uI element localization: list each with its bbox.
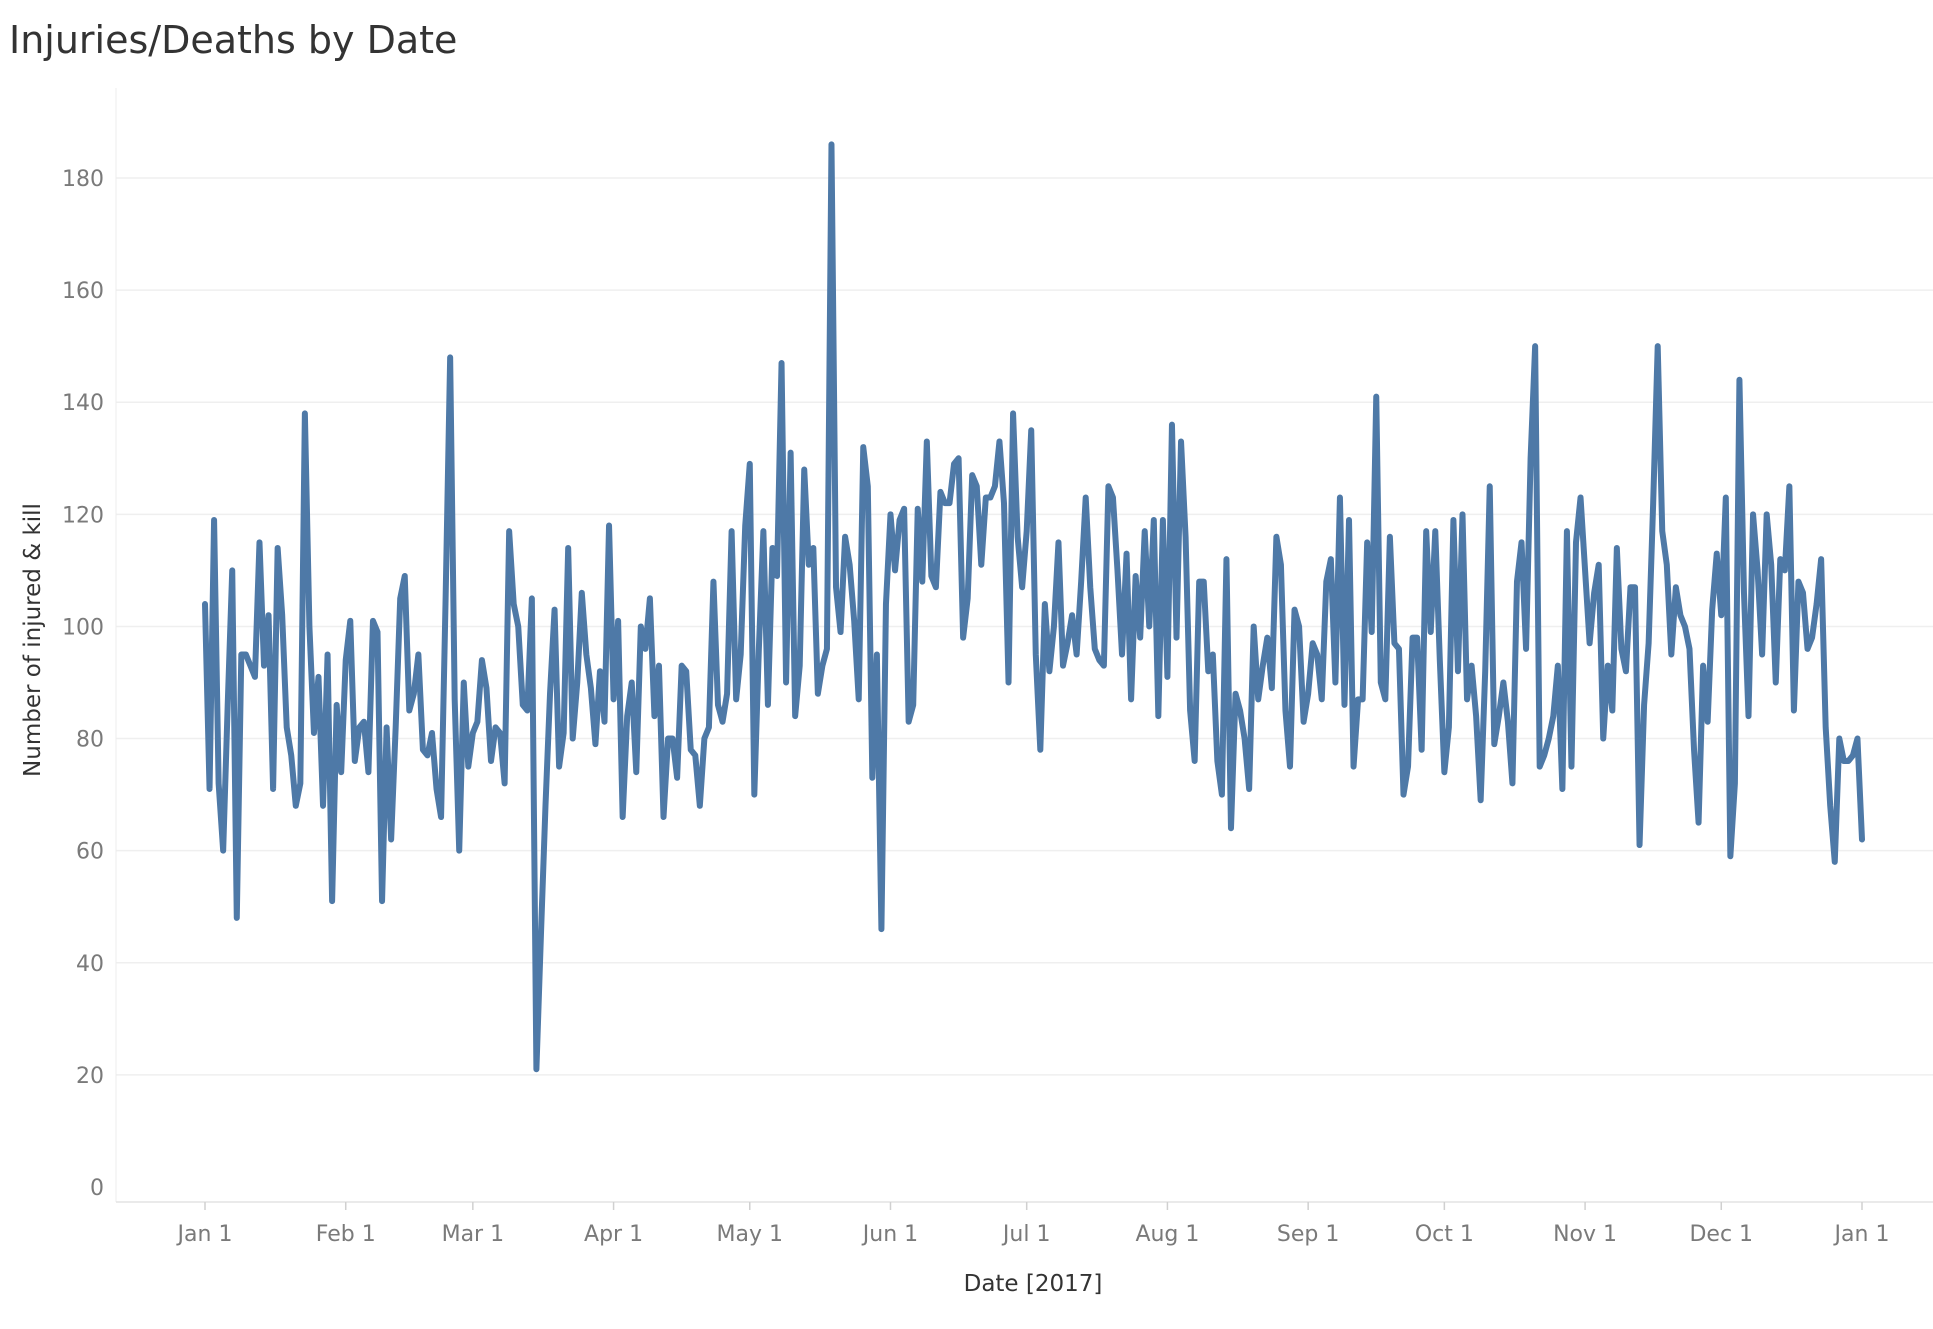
y-tick-label: 140 — [62, 391, 104, 416]
x-tick-label: Aug 1 — [1135, 1222, 1199, 1247]
x-tick-label: Jun 1 — [861, 1222, 918, 1247]
x-tick-label: Sep 1 — [1277, 1222, 1339, 1247]
x-tick-label: Nov 1 — [1553, 1222, 1617, 1247]
y-tick-label: 100 — [62, 615, 104, 640]
y-tick-label: 60 — [76, 840, 104, 865]
x-axis-title: Date [2017] — [964, 1271, 1103, 1297]
x-tick-label: Dec 1 — [1689, 1222, 1753, 1247]
y-tick-label: 40 — [76, 952, 104, 977]
x-tick-label: Jan 1 — [1833, 1222, 1890, 1247]
chart-title: Injuries/Deaths by Date — [9, 18, 458, 62]
x-tick-label: Mar 1 — [442, 1222, 505, 1247]
series-line — [202, 141, 1865, 1073]
y-tick-label: 160 — [62, 279, 104, 304]
y-tick-label: 80 — [76, 728, 104, 753]
y-tick-label: 180 — [62, 167, 104, 192]
x-tick-label: Apr 1 — [584, 1222, 643, 1247]
y-tick-label: 120 — [62, 503, 104, 528]
x-tick-label: May 1 — [717, 1222, 783, 1247]
y-tick-label: 20 — [76, 1064, 104, 1089]
y-axis-ticks: 0 20 40 60 80 100 120 140 160 180 — [62, 167, 104, 1201]
y-axis-title: Number of injured & kill — [20, 503, 46, 777]
x-tick-label: Oct 1 — [1415, 1222, 1474, 1247]
gridlines — [116, 177, 1933, 1076]
y-tick-label: 0 — [90, 1176, 104, 1201]
x-axis-ticks: Jan 1 Feb 1 Mar 1 Apr 1 May 1 Jun 1 Jul 1 Aug 1… — [176, 1202, 1890, 1247]
x-tick-label: Jan 1 — [176, 1222, 233, 1247]
x-tick-label: Jul 1 — [1001, 1222, 1051, 1247]
x-tick-label: Feb 1 — [316, 1222, 376, 1247]
